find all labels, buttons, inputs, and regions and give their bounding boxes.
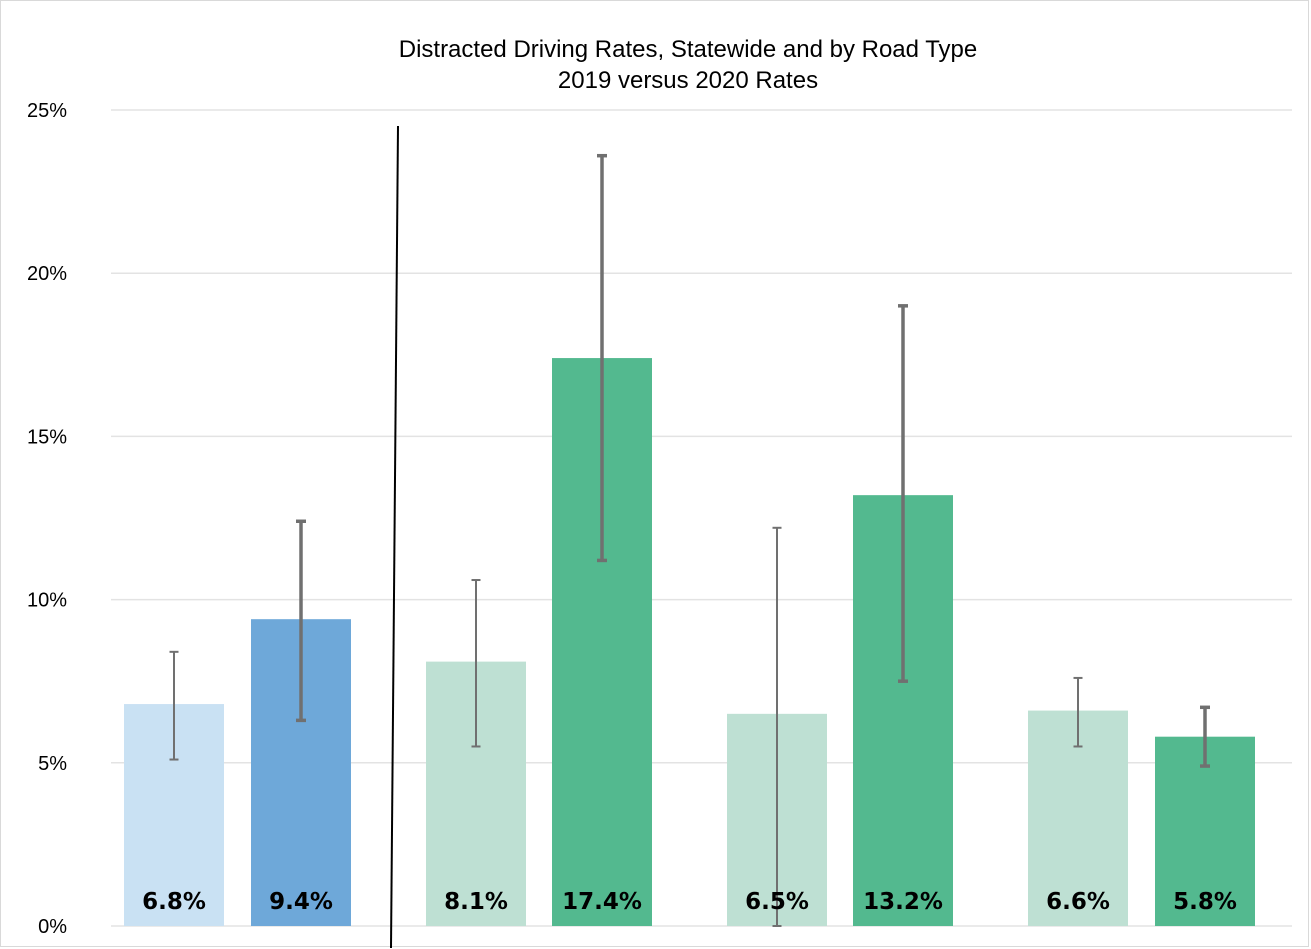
y-tick-label: 0%	[38, 916, 67, 938]
data-label: 13.2%	[863, 889, 943, 915]
chart-subtitle: 2019 versus 2020 Rates	[558, 67, 818, 94]
chart-title: Distracted Driving Rates, Statewide and …	[399, 36, 978, 63]
data-label: 6.8%	[142, 889, 206, 915]
y-axis-ticks: 0% 5% 10% 15% 20% 25%	[27, 100, 67, 938]
y-tick-label: 10%	[27, 590, 67, 612]
data-label: 5.8%	[1173, 889, 1237, 915]
data-label: 8.1%	[444, 889, 508, 915]
y-tick-label: 15%	[27, 426, 67, 448]
data-label: 6.6%	[1046, 889, 1110, 915]
y-tick-label: 5%	[38, 753, 67, 775]
bar	[1155, 736, 1255, 926]
value-labels: 6.8% 9.4% 8.1% 17.4% 6.5% 13.2% 6.6% 5.8%	[142, 889, 1237, 915]
bars	[124, 358, 1255, 927]
group-separator-line	[390, 125, 399, 948]
data-label: 17.4%	[562, 889, 642, 915]
y-tick-label: 25%	[27, 100, 67, 122]
error-bars	[169, 153, 1210, 927]
y-tick-label: 20%	[27, 263, 67, 285]
data-label: 6.5%	[745, 889, 809, 915]
data-label: 9.4%	[269, 889, 333, 915]
